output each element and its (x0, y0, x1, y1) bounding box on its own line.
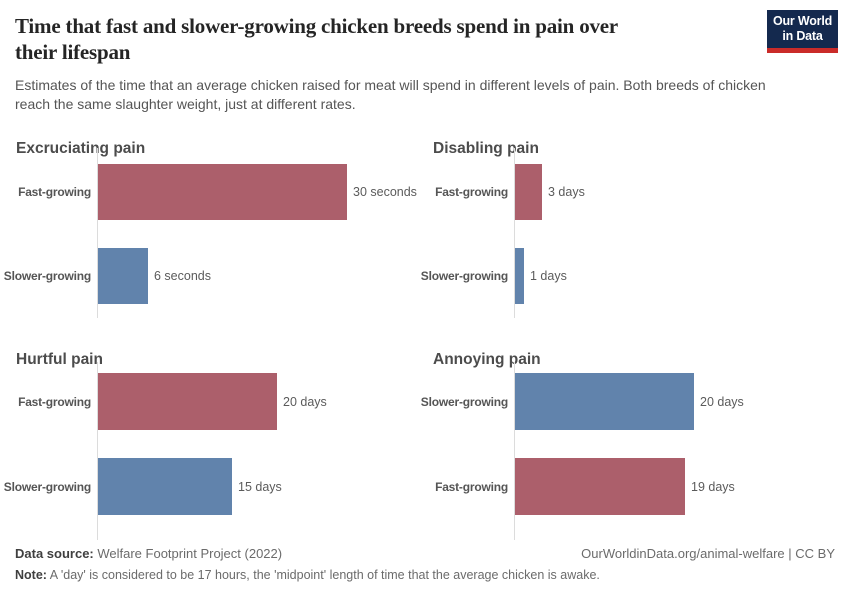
value-label: 30 seconds (353, 185, 417, 199)
bar-fast-growing[interactable] (98, 373, 277, 430)
attribution-text: OurWorldinData.org/animal-welfare | CC B… (581, 546, 835, 561)
entity-label: Fast-growing (435, 185, 508, 199)
data-source-label: Data source: (15, 546, 94, 561)
value-label: 15 days (238, 479, 282, 494)
bar-fast-growing[interactable] (98, 164, 347, 220)
bar-row: Slower-growing 1 days (417, 248, 850, 304)
bar-slower-growing[interactable] (515, 248, 524, 304)
chart-title-line1: Time that fast and slower-growing chicke… (15, 14, 619, 38)
bar-row: Fast-growing 3 days (417, 164, 850, 220)
bar-row: Slower-growing 20 days (417, 373, 850, 430)
value-label: 3 days (548, 185, 585, 199)
chart-subtitle-line1: Estimates of the time that an average ch… (15, 77, 766, 93)
panel-hurtful-pain: Hurtful pain Fast-growing 20 days Slower… (0, 335, 433, 545)
entity-label: Slower-growing (420, 269, 508, 283)
bar-slower-growing[interactable] (515, 373, 694, 430)
bar-slower-growing[interactable] (98, 458, 232, 515)
entity-label: Slower-growing (3, 269, 91, 283)
bar-fast-growing[interactable] (515, 164, 542, 220)
bar-fast-growing[interactable] (515, 458, 685, 515)
bar-row: Slower-growing 6 seconds (0, 248, 433, 304)
entity-label: Slower-growing (3, 479, 91, 494)
value-label: 20 days (700, 394, 744, 409)
chart-title: Time that fast and slower-growing chicke… (15, 13, 760, 65)
bar-row: Fast-growing 20 days (0, 373, 433, 430)
data-source-value: Welfare Footprint Project (2022) (93, 546, 283, 561)
panel-title: Excruciating pain (16, 139, 146, 157)
panel-title: Hurtful pain (16, 350, 103, 368)
chart-subtitle: Estimates of the time that an average ch… (15, 76, 843, 114)
value-label: 1 days (530, 269, 567, 283)
panel-title: Annoying pain (433, 350, 541, 368)
chart-title-line2: their lifespan (15, 40, 131, 64)
bar-row: Fast-growing 30 seconds (0, 164, 433, 220)
value-label: 20 days (283, 394, 327, 409)
owid-logo-line1: Our World (772, 14, 833, 28)
panel-excruciating-pain: Excruciating pain Fast-growing 30 second… (0, 124, 433, 334)
y-axis-line (97, 362, 98, 540)
value-label: 19 days (691, 479, 735, 494)
chart-subtitle-line2: reach the same slaughter weight, just at… (15, 96, 356, 112)
note-value: A 'day' is considered to be 17 hours, th… (46, 568, 600, 582)
y-axis-line (514, 362, 515, 540)
panel-disabling-pain: Disabling pain Fast-growing 3 days Slowe… (417, 124, 850, 334)
y-axis-line (97, 148, 98, 318)
data-source-line: Data source: Welfare Footprint Project (… (15, 546, 282, 561)
y-axis-line (514, 148, 515, 318)
note-line: Note: A 'day' is considered to be 17 hou… (15, 568, 600, 582)
owid-logo-line2: in Data (782, 29, 823, 43)
value-label: 6 seconds (154, 269, 211, 283)
bar-slower-growing[interactable] (98, 248, 148, 304)
panel-title: Disabling pain (433, 139, 539, 157)
owid-logo: Our World in Data (767, 10, 838, 53)
panel-annoying-pain: Annoying pain Slower-growing 20 days Fas… (417, 335, 850, 545)
entity-label: Fast-growing (435, 479, 508, 494)
entity-label: Fast-growing (18, 185, 91, 199)
note-label: Note: (15, 568, 47, 582)
entity-label: Fast-growing (18, 394, 91, 409)
entity-label: Slower-growing (420, 394, 508, 409)
bar-row: Fast-growing 19 days (417, 458, 850, 515)
bar-row: Slower-growing 15 days (0, 458, 433, 515)
